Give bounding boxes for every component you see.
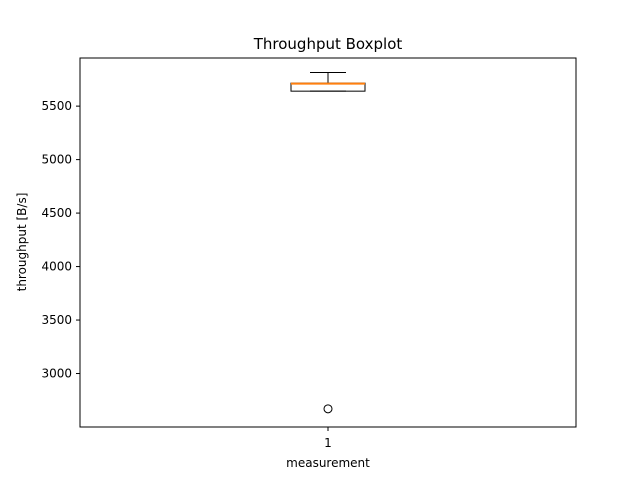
y-tick-label: 5500: [41, 99, 72, 113]
plot-frame: [79, 57, 577, 428]
y-tick-label: 3000: [41, 367, 72, 381]
x-axis: 1: [324, 427, 332, 450]
outlier-point: [323, 404, 333, 414]
y-tick-label: 4000: [41, 260, 72, 274]
y-tick-label: 3500: [41, 313, 72, 327]
y-axis-label: throughput [B/s]: [15, 193, 29, 292]
y-tick-label: 5000: [41, 153, 72, 167]
chart-title: Throughput Boxplot: [253, 35, 403, 53]
y-axis: 3000 3500 4000 4500 5000 5500: [41, 99, 80, 381]
x-axis-label: measurement: [286, 456, 370, 470]
x-tick-label: 1: [324, 436, 332, 450]
boxes: [290, 71, 366, 414]
box-group-1: [290, 71, 366, 414]
y-tick-label: 4500: [41, 206, 72, 220]
